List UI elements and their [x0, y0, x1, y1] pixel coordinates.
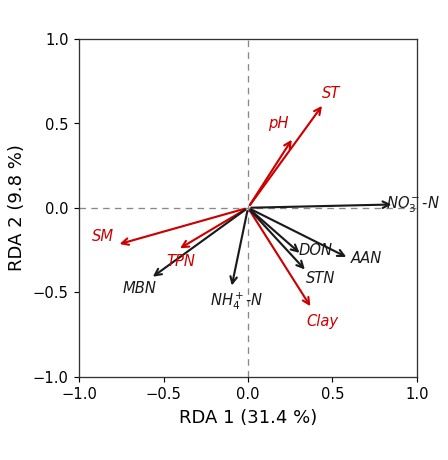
Text: NH$_4^+$-N: NH$_4^+$-N [209, 290, 263, 311]
Text: DON: DON [298, 242, 332, 258]
Text: STN: STN [306, 271, 335, 286]
X-axis label: RDA 1 (31.4 %): RDA 1 (31.4 %) [179, 409, 317, 427]
Text: SM: SM [92, 229, 114, 244]
Text: ST: ST [321, 86, 340, 101]
Text: Clay: Clay [306, 313, 338, 328]
Y-axis label: RDA 2 (9.8 %): RDA 2 (9.8 %) [8, 144, 26, 271]
Text: TPN: TPN [166, 254, 195, 270]
Text: NO$_3^-$-N: NO$_3^-$-N [386, 194, 440, 215]
Text: AAN: AAN [350, 251, 381, 266]
Text: MBN: MBN [123, 282, 157, 296]
Text: pH: pH [268, 116, 289, 131]
